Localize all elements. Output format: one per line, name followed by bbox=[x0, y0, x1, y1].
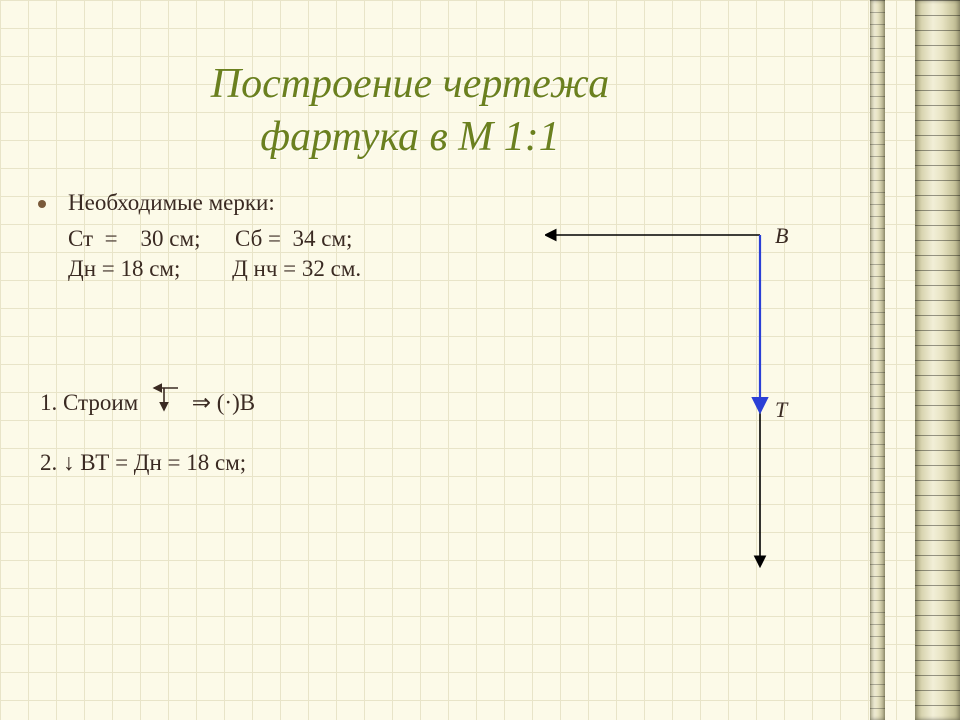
diagram-svg bbox=[545, 225, 845, 585]
measures-block: Необходимые мерки: Ст = 30 см; Сб = 34 с… bbox=[68, 190, 568, 286]
point-label-b: В bbox=[775, 223, 788, 249]
corner-arrow-icon bbox=[144, 380, 186, 416]
bullet-icon bbox=[38, 200, 46, 208]
page-title: Построение чертежа фартука в М 1:1 bbox=[0, 58, 820, 163]
construction-diagram: В Т bbox=[545, 225, 845, 585]
measures-line-2: Дн = 18 см; Д нч = 32 см. bbox=[68, 256, 568, 282]
measures-heading: Необходимые мерки: bbox=[68, 190, 568, 216]
measures-line-1: Ст = 30 см; Сб = 34 см; bbox=[68, 226, 568, 252]
step-1: 1. Строим ⇒ (·)В bbox=[40, 380, 255, 416]
ruler-strip-left bbox=[870, 0, 885, 720]
title-line-2: фартука в М 1:1 bbox=[260, 114, 560, 160]
title-line-1: Построение чертежа bbox=[211, 61, 610, 107]
step-2: 2. ↓ ВТ = Дн = 18 см; bbox=[40, 450, 246, 476]
ruler-strip-right bbox=[915, 0, 960, 720]
step-2-text: 2. ↓ ВТ = Дн = 18 см; bbox=[40, 450, 246, 475]
ruler-gap bbox=[885, 0, 915, 720]
step-1-suffix: ⇒ (·)В bbox=[192, 390, 255, 415]
step-1-prefix: 1. Строим bbox=[40, 390, 138, 415]
point-label-t: Т bbox=[775, 397, 787, 423]
